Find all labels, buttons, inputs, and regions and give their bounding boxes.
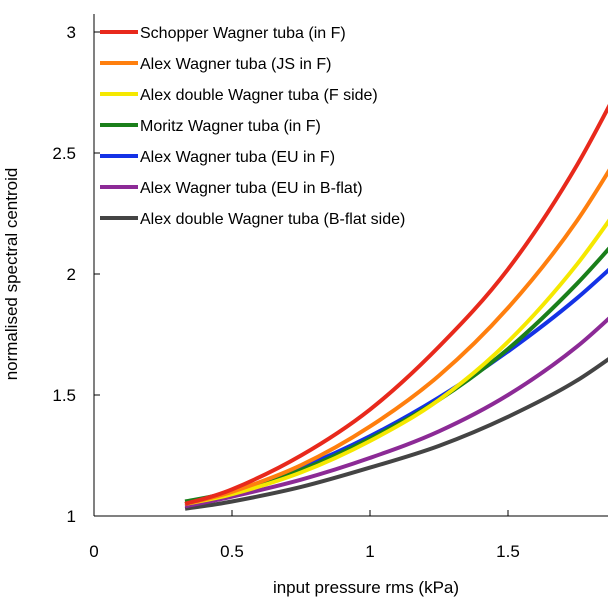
y-tick-label: 2 [67,265,76,284]
legend-item: Alex Wagner tuba (EU in B-flat) [100,180,363,197]
legend-label: Alex Wagner tuba (EU in F) [140,149,335,166]
legend-item: Alex Wagner tuba (JS in F) [100,56,331,73]
ticks: 0 0.5 1 1.5 1 1.5 2 2.5 3 [52,23,519,561]
legend-label: Moritz Wagner tuba (in F) [140,118,321,135]
y-tick-label: 1 [67,507,76,526]
legend-item: Alex double Wagner tuba (B-flat side) [100,211,405,228]
x-tick-label: 0 [89,542,98,561]
axes [93,14,608,517]
y-tick-label: 2.5 [52,144,76,163]
legend-label: Alex Wagner tuba (EU in B-flat) [140,180,363,197]
y-tick-label: 3 [67,23,76,42]
y-tick-label: 1.5 [52,386,76,405]
legend-item: Moritz Wagner tuba (in F) [100,118,321,135]
series-line-6 [184,316,608,509]
legend-item: Alex Wagner tuba (EU in F) [100,149,335,166]
x-tick-label: 0.5 [220,542,244,561]
x-tick-label: 1 [365,542,374,561]
legend-label: Alex double Wagner tuba (B-flat side) [140,211,405,228]
legend: Schopper Wagner tuba (in F) Alex Wagner t… [100,25,405,228]
y-axis-label: normalised spectral centroid [2,168,21,381]
legend-item: Alex double Wagner tuba (F side) [100,87,378,104]
series-line-7 [184,357,608,511]
series-layer [184,103,608,511]
series-line-1 [184,103,608,506]
x-axis-label: input pressure rms (kPa) [273,578,459,597]
series-line-4 [184,246,608,504]
x-tick-label: 1.5 [496,542,520,561]
series-line-2 [184,168,608,506]
legend-label: Alex Wagner tuba (JS in F) [140,56,331,73]
legend-label: Alex double Wagner tuba (F side) [140,87,378,104]
series-line-3 [184,218,608,506]
legend-item: Schopper Wagner tuba (in F) [100,25,346,42]
legend-label: Schopper Wagner tuba (in F) [140,25,346,42]
